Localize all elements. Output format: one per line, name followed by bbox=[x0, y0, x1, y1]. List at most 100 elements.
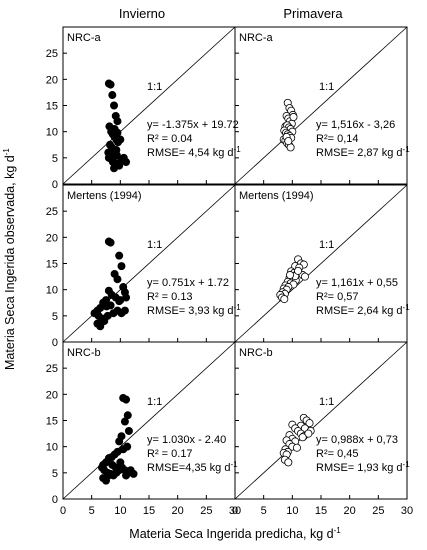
panel-1-invierno-reference-label: 1:1 bbox=[147, 81, 162, 93]
panel-1-primavera-reference-label: 1:1 bbox=[319, 81, 334, 93]
panel-1-invierno-point bbox=[108, 158, 117, 167]
panel-3-primavera-x-tick-label: 15 bbox=[315, 505, 327, 517]
panel-2-invierno-point bbox=[117, 262, 126, 271]
panel-2-invierno-point bbox=[106, 238, 115, 247]
panel-3-invierno-x-tick-label: 25 bbox=[200, 505, 212, 517]
panel-1-invierno-reference-line bbox=[62, 26, 236, 185]
panel-1-invierno-y-tick-label: 20 bbox=[46, 74, 58, 86]
panel-1-primavera-annotation-unit: -1 bbox=[403, 145, 411, 154]
panel-3-invierno-title: NRC-b bbox=[67, 347, 101, 359]
panel-3-invierno-annotation: R² = 0.17 bbox=[147, 448, 193, 460]
panel-2-invierno-title: Mertens (1994) bbox=[67, 190, 142, 202]
panel-3-primavera-annotation: R²= 0,45 bbox=[316, 448, 359, 460]
panel-2-invierno-annotation: R² = 0.13 bbox=[147, 291, 193, 303]
panel-2-invierno-point bbox=[115, 297, 124, 306]
panel-1-invierno-point bbox=[116, 135, 125, 144]
panel-1-primavera-annotation: y= 1,516x - 3,26 bbox=[316, 119, 395, 131]
panel-2-primavera-title: Mertens (1994) bbox=[239, 190, 314, 202]
panel-3-primavera-x-tick-label: 10 bbox=[286, 505, 298, 517]
panel-1-invierno-point bbox=[110, 125, 119, 134]
panel-2-invierno-point bbox=[99, 317, 108, 326]
panel-2-invierno-point bbox=[113, 275, 122, 284]
panel-1-invierno-title: NRC-a bbox=[67, 32, 101, 44]
y-axis-label-unit: -1 bbox=[1, 148, 11, 156]
panel-3-invierno-y-tick-label: 0 bbox=[52, 494, 58, 506]
panel-1-invierno-point bbox=[106, 80, 115, 89]
panel-3-primavera-x-tick-label: 30 bbox=[401, 505, 413, 517]
panel-2-invierno-y-tick-label: 5 bbox=[52, 311, 58, 323]
panel-3-primavera-x-tick-label: 20 bbox=[344, 505, 356, 517]
panel-2-invierno-point bbox=[104, 286, 113, 295]
panel-2-primavera-annotation: RMSE= 2,64 kg d-1 bbox=[316, 303, 410, 317]
panel-1-invierno-y-tick-label: 5 bbox=[52, 153, 58, 165]
panel-3-primavera-x-tick-label: 0 bbox=[232, 505, 238, 517]
panel-3-invierno-point bbox=[120, 417, 129, 426]
column-title-primavera: Primavera bbox=[283, 6, 343, 21]
panel-1-invierno-y-tick-label: 10 bbox=[46, 127, 58, 139]
panel-2-invierno-y-tick-label: 0 bbox=[52, 337, 58, 349]
column-title-invierno: Invierno bbox=[118, 6, 166, 21]
panel-3-invierno-point bbox=[111, 463, 120, 472]
y-axis-label: Materia Seca Ingerida observada, kg d-1 bbox=[2, 148, 17, 370]
panel-3-invierno-x-tick-label: 20 bbox=[172, 505, 184, 517]
panel-3-invierno-point bbox=[122, 395, 131, 404]
panel-1-invierno-point bbox=[122, 158, 131, 167]
panel-2-primavera-point bbox=[286, 271, 295, 280]
x-axis-label: Materia Seca Ingerida predicha, kg d-1 bbox=[105, 525, 365, 541]
panel-3-primavera-annotation: y= 0,988x + 0,73 bbox=[316, 434, 398, 446]
panel-1-invierno-point bbox=[112, 145, 121, 154]
panel-3-invierno-x-tick-label: 30 bbox=[229, 505, 241, 517]
panel-2-invierno-reference-label: 1:1 bbox=[147, 239, 162, 251]
panel-3-invierno-reference-line bbox=[62, 341, 236, 500]
panel-2-primavera-annotation: R²= 0,57 bbox=[316, 291, 359, 303]
panel-3-primavera-x-tick-label: 5 bbox=[261, 505, 267, 517]
panel-1-primavera-title: NRC-a bbox=[239, 32, 273, 44]
panel-2-primavera-reference-label: 1:1 bbox=[319, 239, 334, 251]
x-axis-label-unit: -1 bbox=[333, 525, 341, 535]
panel-3-invierno-y-tick-label: 5 bbox=[52, 468, 58, 480]
panel-3-primavera-annotation-unit: -1 bbox=[403, 460, 411, 469]
panel-1-invierno-annotation: RMSE= 4,54 kg d-1 bbox=[147, 145, 241, 159]
panel-2-invierno-annotation: y= 0.751x + 1.72 bbox=[147, 277, 229, 289]
panel-3-invierno-y-tick-label: 25 bbox=[46, 363, 58, 375]
y-axis-label-text: Materia Seca Ingerida observada, kg d bbox=[3, 155, 17, 370]
panel-2-invierno-y-tick-label: 20 bbox=[46, 232, 58, 244]
panel-1-invierno-annotation-unit: -1 bbox=[234, 145, 242, 154]
panel-3-primavera-reference-line bbox=[234, 341, 408, 500]
panel-3-invierno-annotation: y= 1.030x - 2.40 bbox=[147, 434, 226, 446]
panel-3-primavera-point bbox=[298, 433, 307, 442]
panel-3-primavera-reference-label: 1:1 bbox=[319, 396, 334, 408]
panel-3-primavera-title: NRC-b bbox=[239, 347, 273, 359]
panel-2-invierno-point bbox=[115, 251, 124, 260]
panel-1-primavera-point bbox=[289, 113, 298, 122]
panel-3-invierno-annotation-unit: -1 bbox=[230, 460, 238, 469]
panel-3-invierno-point bbox=[122, 471, 131, 480]
panel-1-invierno-point bbox=[107, 151, 116, 160]
panel-2-primavera-point bbox=[280, 295, 289, 304]
panel-2-primavera-annotation: y= 1,161x + 0,55 bbox=[316, 277, 398, 289]
panel-3-primavera-point bbox=[304, 429, 313, 438]
panel-3-invierno-point bbox=[104, 471, 113, 480]
panel-3-invierno-reference-label: 1:1 bbox=[147, 396, 162, 408]
panel-3-primavera-point bbox=[305, 419, 314, 428]
panel-3-invierno-x-tick-label: 15 bbox=[143, 505, 155, 517]
panel-3-invierno-point bbox=[115, 437, 124, 446]
panel-1-primavera-reference-line bbox=[234, 26, 408, 185]
panel-3-primavera-annotation: RMSE= 1,93 kg d-1 bbox=[316, 460, 410, 474]
panel-2-invierno-point bbox=[120, 306, 129, 315]
panel-1-invierno-y-tick-label: 25 bbox=[46, 48, 58, 60]
panel-1-primavera-annotation: R²= 0,14 bbox=[316, 133, 359, 145]
panel-1-invierno-point bbox=[110, 101, 119, 110]
panel-3-invierno-y-tick-label: 20 bbox=[46, 389, 58, 401]
panel-3-invierno-y-tick-label: 10 bbox=[46, 442, 58, 454]
panel-2-invierno-y-tick-label: 10 bbox=[46, 285, 58, 297]
panel-2-invierno-reference-line bbox=[62, 184, 236, 343]
panel-2-primavera-point bbox=[294, 266, 303, 275]
panel-3-invierno-y-tick-label: 15 bbox=[46, 416, 58, 428]
panel-3-invierno-x-tick-label: 10 bbox=[114, 505, 126, 517]
panel-2-invierno-point bbox=[106, 301, 115, 310]
panel-3-invierno-x-tick-label: 5 bbox=[89, 505, 95, 517]
panel-3-invierno-point bbox=[129, 469, 138, 478]
panel-3-primavera-point bbox=[292, 443, 301, 452]
panel-3-invierno-point bbox=[124, 426, 133, 435]
